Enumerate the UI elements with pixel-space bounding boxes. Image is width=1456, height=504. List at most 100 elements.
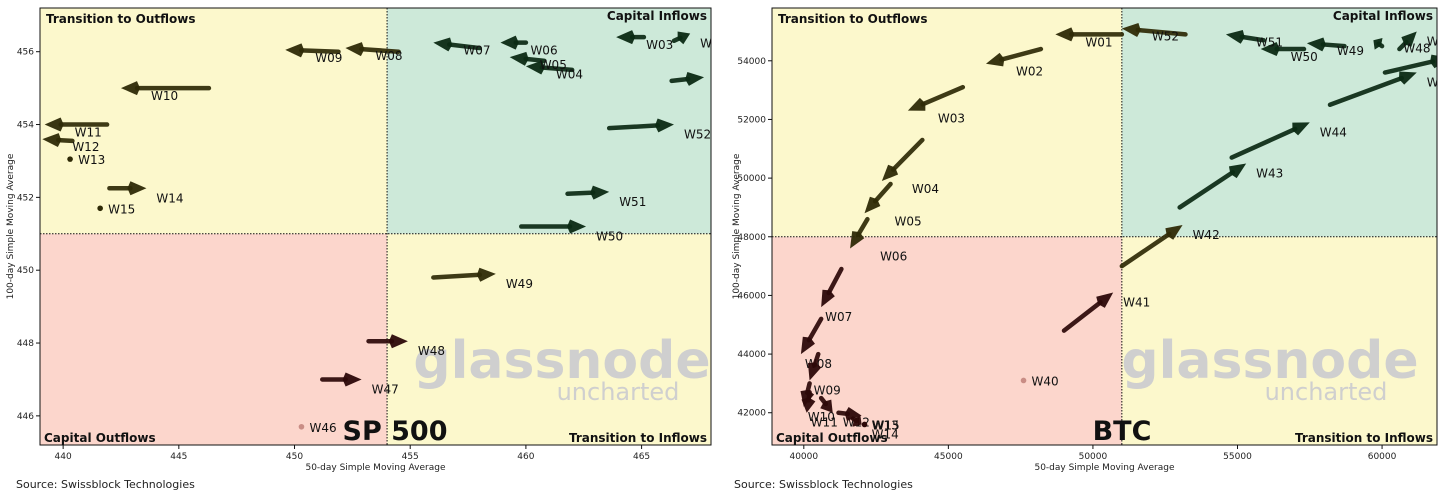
point-w46 — [298, 423, 305, 430]
arrow-shaft-w07 — [446, 42, 482, 51]
arrow-head-w51 — [1225, 29, 1245, 44]
y-tick-label: 456 — [17, 48, 34, 58]
y-tick-label: 52000 — [737, 115, 766, 125]
x-axis-label: 50-day Simple Moving Average — [1034, 463, 1175, 473]
arrow-shaft-w09 — [299, 48, 341, 54]
point-w13 — [67, 156, 73, 162]
quadrant-label-top-right: Capital Inflows — [607, 9, 707, 23]
arrow-head-w48 — [1373, 37, 1383, 50]
point-label-w51: W51 — [1256, 35, 1283, 49]
y-tick-label: 452 — [17, 193, 34, 203]
source-caption-right: Source: Swissblock Technologies — [734, 478, 913, 491]
y-axis-label: 100-day Simple Moving Average — [732, 153, 742, 299]
arrow-head-w10 — [120, 81, 140, 96]
point-label-w14: W14 — [872, 427, 899, 441]
point-label-w01: W01 — [1085, 35, 1112, 49]
arrow-shaft-w06 — [855, 216, 870, 237]
x-tick-label: 55000 — [1223, 452, 1252, 462]
quadrant-capital-outflows — [40, 233, 388, 445]
point-w15 — [97, 205, 103, 212]
arrow-shaft-w52 — [606, 123, 661, 131]
point-label-w04: W04 — [556, 67, 583, 81]
arrow-shaft-w04 — [539, 65, 575, 73]
y-tick-label: 46000 — [737, 291, 766, 301]
arrow-head-w11 — [44, 117, 64, 132]
arrow-shaft-w08 — [359, 46, 401, 54]
quadrant-capital-inflows — [1121, 8, 1437, 237]
arrow-head-w13 — [844, 406, 862, 421]
arrow-head-w47 — [1401, 31, 1417, 47]
x-tick-label: 60000 — [1368, 452, 1397, 462]
arrow-head-w45 — [1398, 71, 1417, 85]
arrow-shaft-w52 — [1135, 27, 1188, 37]
point-label-w51: W51 — [619, 195, 646, 209]
quadrant-label-top-right: Capital Inflows — [1333, 9, 1433, 23]
arrow-head-w47 — [342, 372, 362, 387]
arrow-head-w43 — [1228, 163, 1247, 179]
arrow-shaft-w43 — [1177, 170, 1236, 210]
arrow-head-w03 — [907, 97, 926, 111]
arrow-head-w01 — [1055, 27, 1075, 42]
point-label-w49: W49 — [506, 277, 533, 291]
point-label-w15: W15 — [873, 418, 900, 432]
quadrant-transition-to-outflows — [772, 8, 1122, 237]
arrows-group: W40W41W42W43W44W45W46W47W48W49W50W51W52W… — [800, 23, 1437, 441]
point-label-w50: W50 — [1291, 50, 1318, 64]
arrow-head-w01 — [685, 72, 705, 86]
point-label-w40: W40 — [1032, 374, 1059, 388]
y-tick-label: 54000 — [737, 57, 766, 67]
arrow-head-w42 — [1165, 225, 1183, 240]
point-label-w09: W09 — [814, 383, 841, 397]
arrow-head-w12 — [820, 399, 833, 413]
point-label-w11: W11 — [811, 416, 838, 430]
x-tick-label: 440 — [55, 452, 72, 462]
arrow-head-w05 — [864, 196, 881, 214]
arrow-head-w06 — [500, 35, 519, 50]
y-tick-label: 448 — [17, 339, 34, 349]
arrow-head-w51 — [590, 185, 610, 200]
arrow-shaft-w49 — [431, 272, 483, 280]
x-tick-label: 40000 — [789, 452, 818, 462]
arrow-head-w48 — [388, 334, 408, 349]
source-caption-left: Source: Swissblock Technologies — [16, 478, 195, 491]
arrow-shaft-w51 — [1239, 34, 1266, 43]
y-tick-label: 50000 — [737, 174, 766, 184]
chart-asset-label: SP 500 — [343, 416, 448, 447]
x-tick-label: 460 — [517, 452, 534, 462]
point-label-w02: W02 — [700, 36, 727, 50]
arrow-head-w06 — [850, 231, 865, 249]
arrow-head-w09 — [285, 43, 305, 58]
arrow-shaft-w45 — [1327, 75, 1405, 108]
arrow-head-w11 — [801, 397, 816, 413]
arrow-head-w49 — [476, 267, 496, 282]
point-label-w11: W11 — [75, 126, 102, 140]
point-label-w44: W44 — [1320, 125, 1347, 139]
x-tick-label: 450 — [286, 452, 303, 462]
watermark-main: glassnode — [1121, 331, 1418, 391]
arrow-head-w03 — [616, 30, 636, 45]
arrow-shaft-w07 — [826, 266, 844, 296]
x-tick-label: 465 — [633, 452, 650, 462]
point-label-w06: W06 — [880, 249, 907, 263]
point-label-w48: W48 — [418, 344, 445, 358]
point-label-w52: W52 — [684, 128, 711, 142]
arrow-head-w44 — [1292, 122, 1310, 136]
arrow-shaft-w49 — [1320, 42, 1347, 49]
point-label-w09: W09 — [315, 51, 342, 65]
arrow-head-w08 — [345, 42, 365, 57]
arrow-head-w14 — [127, 181, 147, 196]
point-label-w49: W49 — [1337, 44, 1364, 58]
x-tick-label: 45000 — [934, 452, 963, 462]
x-tick-label: 50000 — [1079, 452, 1108, 462]
quadrant-label-bottom-left: Capital Outflows — [776, 431, 888, 445]
arrow-head-w12 — [42, 133, 62, 148]
point-label-w03: W03 — [646, 38, 673, 52]
y-tick-label: 446 — [17, 412, 34, 422]
arrow-shaft-w44 — [1229, 126, 1298, 160]
y-tick-label: 44000 — [737, 350, 766, 360]
x-tick-label: 455 — [402, 452, 419, 462]
point-label-w10: W10 — [808, 410, 835, 424]
